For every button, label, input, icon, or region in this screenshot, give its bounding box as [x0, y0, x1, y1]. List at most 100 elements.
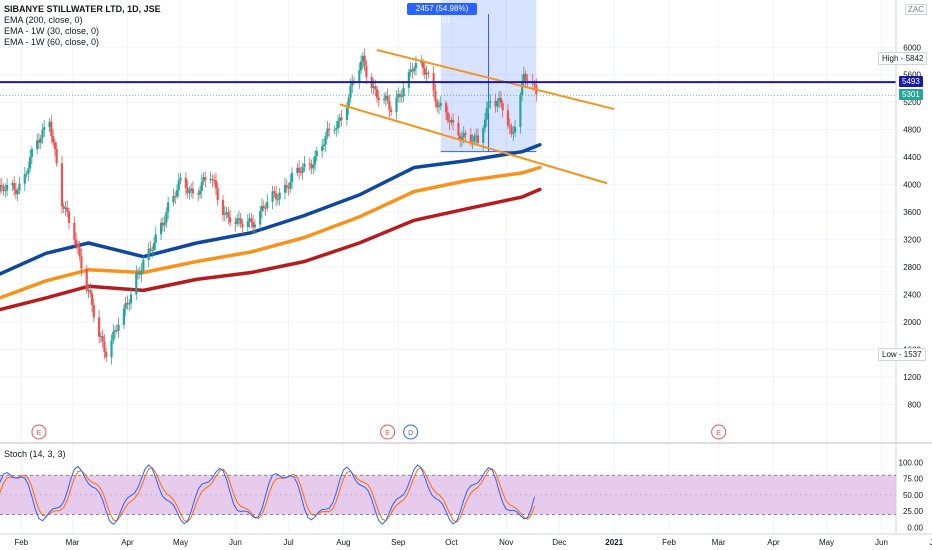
- candle: [439, 103, 442, 107]
- candle: [110, 340, 113, 358]
- candle: [147, 248, 150, 260]
- candle: [246, 221, 249, 227]
- candle: [161, 222, 164, 226]
- candle: [273, 191, 276, 194]
- candle: [296, 167, 299, 173]
- candle: [236, 218, 239, 224]
- candle: [336, 121, 340, 129]
- candle: [298, 167, 301, 173]
- candle: [499, 97, 503, 104]
- candle: [37, 140, 41, 143]
- candle: [299, 172, 302, 174]
- candle: [50, 121, 53, 137]
- stoch-tick-label: 0.00: [907, 524, 923, 533]
- candle: [436, 101, 439, 108]
- candle: [90, 293, 94, 306]
- candle: [53, 142, 56, 149]
- currency-unit[interactable]: ZAC: [905, 4, 927, 15]
- candle: [167, 202, 170, 212]
- candle: [136, 272, 140, 274]
- candle: [310, 163, 313, 169]
- candle: [198, 191, 202, 195]
- price-tick-label: 5600: [903, 71, 921, 80]
- candle: [36, 140, 39, 149]
- candle: [18, 183, 21, 191]
- candle: [101, 336, 104, 342]
- candle: [494, 100, 497, 107]
- legend-ema30w[interactable]: EMA - 1W (30, close, 0): [4, 26, 100, 36]
- time-tick-label: Apr: [767, 538, 780, 547]
- candle: [285, 185, 288, 188]
- candle: [512, 132, 515, 134]
- candle: [496, 101, 499, 107]
- candle: [140, 270, 143, 275]
- time-tick-label: Mar: [66, 538, 80, 547]
- time-tick-label: Nov: [499, 538, 513, 547]
- price-tick-label: 4400: [903, 153, 921, 162]
- candle: [0, 185, 3, 187]
- stoch-legend[interactable]: Stoch (14, 3, 3): [4, 449, 66, 459]
- candle: [266, 201, 269, 209]
- candle: [384, 95, 387, 99]
- candle: [351, 80, 354, 86]
- candle: [287, 187, 290, 189]
- candle: [434, 90, 437, 102]
- candle: [23, 174, 26, 184]
- candle: [519, 95, 522, 127]
- candle: [165, 211, 168, 223]
- candle: [407, 72, 410, 88]
- candle: [89, 290, 92, 294]
- candle: [85, 268, 88, 291]
- candle: [397, 93, 400, 98]
- candle: [457, 122, 460, 136]
- candle: [13, 183, 16, 190]
- candle: [522, 73, 526, 82]
- event-marker: [31, 424, 47, 440]
- event-marker: [380, 424, 396, 440]
- candle: [487, 102, 490, 109]
- candle: [28, 157, 32, 169]
- candle: [142, 259, 145, 271]
- candle: [411, 69, 414, 72]
- candle: [80, 256, 83, 269]
- candle: [476, 135, 479, 143]
- legend-ema60w[interactable]: EMA - 1W (60, close, 0): [4, 37, 100, 47]
- candle: [128, 303, 131, 305]
- candle: [264, 207, 267, 209]
- price-tick-label: 3600: [903, 208, 921, 217]
- candle: [324, 136, 327, 145]
- candle: [278, 192, 281, 200]
- candle: [333, 129, 336, 131]
- candle: [338, 117, 341, 122]
- candle: [524, 73, 527, 81]
- candle: [14, 189, 18, 195]
- candle: [469, 134, 472, 142]
- candle: [202, 177, 205, 182]
- stoch-tick-label: 100.00: [899, 458, 924, 467]
- candle: [260, 205, 264, 211]
- candle: [87, 290, 90, 292]
- legend-ema200[interactable]: EMA (200, close, 0): [4, 15, 83, 25]
- time-tick-label: 2021: [605, 538, 623, 547]
- candle: [154, 234, 157, 243]
- event-marker-label: E: [37, 430, 42, 437]
- candle: [340, 117, 343, 120]
- low-price-label: Low - 1537: [878, 347, 926, 361]
- candle: [372, 86, 375, 89]
- stoch-k-line: [0, 464, 535, 525]
- candle: [126, 302, 129, 305]
- candle: [216, 188, 219, 201]
- candle: [386, 95, 389, 102]
- candle: [152, 242, 156, 251]
- candle: [229, 217, 232, 223]
- candle: [365, 66, 368, 78]
- candle: [301, 167, 304, 173]
- candle: [289, 181, 292, 189]
- candle: [459, 135, 462, 141]
- candle: [5, 184, 9, 191]
- candle: [43, 127, 46, 130]
- candle: [423, 68, 426, 75]
- candle: [149, 248, 152, 251]
- candle: [448, 120, 451, 123]
